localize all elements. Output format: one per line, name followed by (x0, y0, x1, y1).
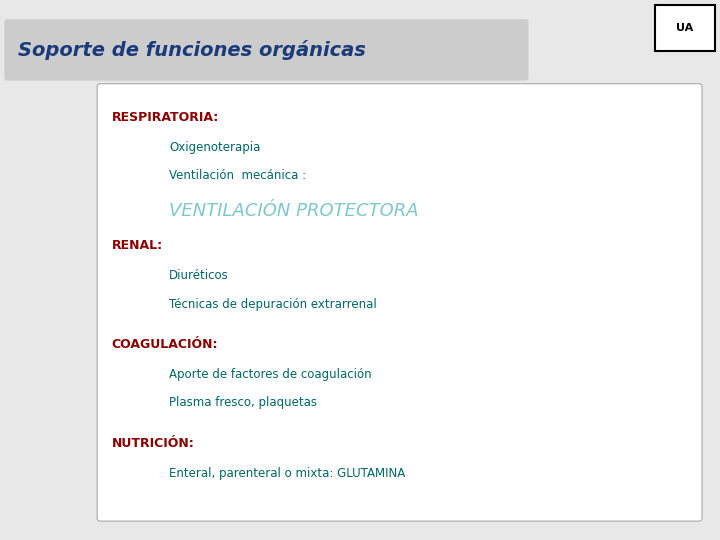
Text: COAGULACIÓN:: COAGULACIÓN: (112, 338, 218, 351)
FancyBboxPatch shape (655, 5, 715, 51)
Text: Diuréticos: Diuréticos (169, 269, 229, 282)
Text: Oxigenoterapia: Oxigenoterapia (169, 141, 261, 154)
Text: NUTRICIÓN:: NUTRICIÓN: (112, 437, 194, 450)
Text: RESPIRATORIA:: RESPIRATORIA: (112, 111, 219, 124)
Text: Aporte de factores de coagulación: Aporte de factores de coagulación (169, 368, 372, 381)
Text: VENTILACIÓN PROTECTORA: VENTILACIÓN PROTECTORA (169, 202, 419, 220)
FancyBboxPatch shape (5, 20, 528, 80)
Text: RENAL:: RENAL: (112, 239, 163, 252)
Text: UA: UA (676, 23, 693, 33)
Text: Ventilación  mecánica :: Ventilación mecánica : (169, 169, 306, 182)
Text: Técnicas de depuración extrarrenal: Técnicas de depuración extrarrenal (169, 298, 377, 310)
FancyBboxPatch shape (97, 84, 702, 521)
Text: Enteral, parenteral o mixta: GLUTAMINA: Enteral, parenteral o mixta: GLUTAMINA (169, 467, 405, 480)
Text: Soporte de funciones orgánicas: Soporte de funciones orgánicas (18, 39, 366, 60)
Text: Plasma fresco, plaquetas: Plasma fresco, plaquetas (169, 396, 318, 409)
